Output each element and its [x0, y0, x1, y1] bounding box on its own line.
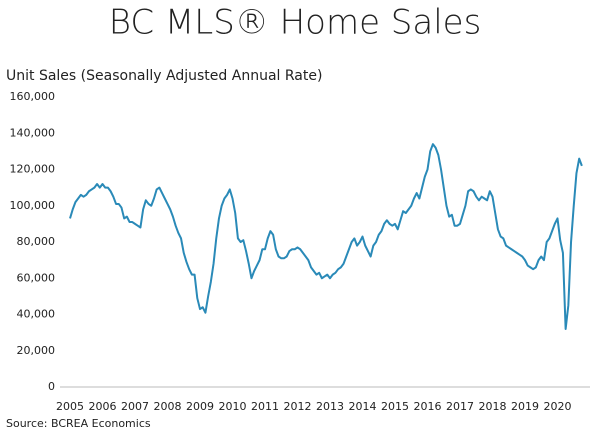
- y-tick-label: 60,000: [17, 271, 56, 284]
- x-tick-label: 2017: [446, 400, 474, 413]
- y-axis-label: Unit Sales (Seasonally Adjusted Annual R…: [6, 68, 322, 84]
- x-tick-label: 2018: [479, 400, 507, 413]
- x-tick-label: 2010: [219, 400, 247, 413]
- chart-title: BC MLS® Home Sales: [109, 3, 482, 43]
- y-tick-label: 100,000: [10, 199, 56, 212]
- x-tick-label: 2015: [381, 400, 409, 413]
- x-tick-label: 2007: [121, 400, 149, 413]
- x-tick-label: 2014: [349, 400, 377, 413]
- data-line: [69, 143, 583, 330]
- x-tick-label: 2020: [544, 400, 572, 413]
- y-tick-label: 160,000: [10, 90, 56, 103]
- x-tick-label: 2011: [251, 400, 279, 413]
- x-tick-label: 2019: [511, 400, 539, 413]
- x-tick-label: 2012: [284, 400, 312, 413]
- y-tick-label: 40,000: [17, 308, 56, 321]
- x-tick-label: 2013: [316, 400, 344, 413]
- x-tick-label: 2016: [414, 400, 442, 413]
- source: Source: BCREA Economics: [6, 417, 151, 430]
- y-tick-label: 80,000: [17, 235, 56, 248]
- y-tick-label: 20,000: [17, 344, 56, 357]
- x-tick-label: 2008: [154, 400, 182, 413]
- x-tick-label: 2006: [89, 400, 117, 413]
- y-tick-label: 120,000: [10, 163, 56, 176]
- y-tick-label: 140,000: [10, 126, 56, 139]
- x-tick-label: 2005: [56, 400, 84, 413]
- y-tick-label: 0: [48, 380, 55, 393]
- x-tick-label: 2009: [186, 400, 214, 413]
